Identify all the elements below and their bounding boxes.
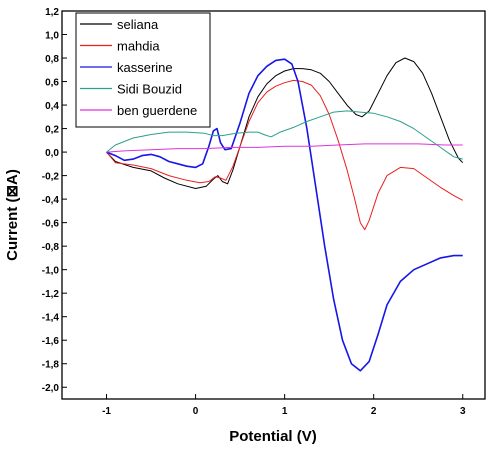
- series-line-4: [106, 143, 463, 153]
- legend-label-1: mahdia: [117, 39, 160, 54]
- y-tick-label: 0,6: [45, 78, 59, 89]
- legend-box: [75, 12, 211, 128]
- series-line-1: [106, 79, 463, 231]
- y-tick-label: -1,8: [42, 360, 60, 371]
- y-tick-label: 0,2: [45, 125, 59, 136]
- y-tick-label: 0,8: [45, 54, 59, 65]
- y-tick-label: -0,2: [42, 172, 60, 183]
- y-tick-label: -0,4: [42, 195, 60, 206]
- legend-label-2: kasserine: [117, 60, 173, 75]
- x-tick-label: 2: [371, 406, 377, 417]
- legend-items: seliana mahdia kasserine Sidi Bouzid ben gue…: [80, 17, 197, 118]
- plot-frame: [61, 10, 486, 400]
- y-tick-label: -0,6: [42, 219, 60, 230]
- legend-label-3: Sidi Bouzid: [117, 82, 182, 97]
- x-axis-title: Potential (V): [229, 428, 317, 445]
- y-tick-label: -1,6: [42, 336, 60, 347]
- series-line-0: [106, 57, 464, 189]
- y-tick-label: -0,8: [42, 242, 60, 253]
- y-axis-ticks: 1,2 1,0 0,8 0,6 0,4 0,2 0,0 -0,2 -0,4 -0,6 -0,8 -1,…: [42, 7, 67, 394]
- y-tick-label: -1,4: [42, 313, 60, 324]
- x-axis-ticks: -1 0 1 2 3: [102, 394, 466, 417]
- y-tick-label: 0,0: [45, 148, 59, 159]
- x-tick-label: 0: [193, 406, 199, 417]
- y-tick-label: -1,2: [42, 289, 60, 300]
- y-tick-label: 0,4: [45, 101, 59, 112]
- series-layer: [106, 57, 464, 372]
- series-line-2: [106, 58, 463, 372]
- y-tick-label: -2,0: [42, 383, 60, 394]
- x-tick-label: 3: [460, 406, 466, 417]
- series-line-3: [106, 110, 463, 160]
- x-tick-label: -1: [102, 406, 111, 417]
- legend-label-4: ben guerdene: [117, 103, 197, 118]
- y-tick-label: 1,2: [45, 7, 59, 18]
- legend: seliana mahdia kasserine Sidi Bouzid ben gue…: [75, 12, 211, 128]
- y-tick-label: -1,0: [42, 266, 60, 277]
- y-axis-title: Current (⊠A): [4, 169, 21, 261]
- y-tick-label: 1,0: [45, 31, 59, 42]
- legend-label-0: seliana: [117, 17, 159, 32]
- x-tick-label: 1: [282, 406, 288, 417]
